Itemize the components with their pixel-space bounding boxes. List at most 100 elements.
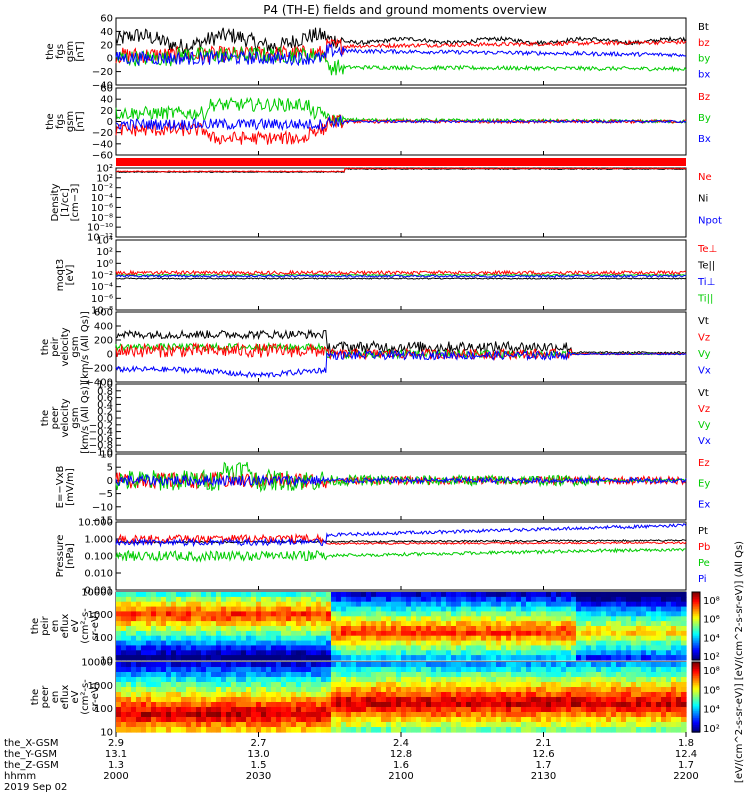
spectrogram-cell xyxy=(451,655,457,661)
spectrogram-cell xyxy=(306,707,312,713)
spectrogram-cell xyxy=(466,611,472,617)
spectrogram-cell xyxy=(526,697,532,703)
spectrogram-cell xyxy=(276,611,282,617)
spectrogram-cell xyxy=(386,662,392,668)
spectrogram-cell xyxy=(456,621,462,627)
spectrogram-cell xyxy=(191,682,197,688)
spectrogram-cell xyxy=(406,697,412,703)
spectrogram-cell xyxy=(671,626,677,632)
spectrogram-cell xyxy=(566,667,572,673)
spectrogram-cell xyxy=(271,601,277,608)
y-label-line: moqt3 xyxy=(55,259,66,292)
spectrogram-cell xyxy=(611,630,617,637)
spectrogram-cell xyxy=(406,626,412,632)
spectrogram-cell xyxy=(211,645,217,651)
spectrogram-cell xyxy=(441,655,447,661)
y-tick-label: 10 xyxy=(100,656,113,667)
spectrogram-cell xyxy=(181,592,187,598)
spectrogram-cell xyxy=(676,717,682,723)
spectrogram-cell xyxy=(221,687,227,693)
spectrogram-cell xyxy=(481,650,487,656)
spectrogram-cell xyxy=(261,635,267,642)
spectrogram-cell xyxy=(486,616,492,622)
spectrogram-cell xyxy=(671,650,677,656)
y-axis-label: thepeirvelocitygsm[km/s (All Qs)] xyxy=(40,311,91,383)
spectrogram-cell xyxy=(471,626,477,632)
spectrogram-cell xyxy=(176,601,182,608)
spectrogram-cell xyxy=(496,650,502,656)
spectrogram-cell xyxy=(326,662,332,668)
spectrogram-cell xyxy=(606,621,612,627)
spectrogram-cell xyxy=(496,601,502,608)
spectrogram-cell xyxy=(581,616,587,622)
spectrogram-cell xyxy=(351,727,357,733)
spectrogram-cell xyxy=(426,672,432,678)
spectrogram-cell xyxy=(481,626,487,632)
colorbar-cell xyxy=(692,667,700,670)
spectrogram-cell xyxy=(431,697,437,703)
spectrogram-cell xyxy=(476,707,482,713)
spectrogram-cell xyxy=(321,626,327,632)
spectrogram-cell xyxy=(586,645,592,651)
spectrogram-cell xyxy=(651,616,657,622)
spectrogram-cell xyxy=(666,717,672,723)
spectrogram-cell xyxy=(351,606,357,613)
spectrogram-cell xyxy=(626,635,632,642)
spectrogram-cell xyxy=(206,697,212,703)
spectrogram-cell xyxy=(156,611,162,617)
colorbar-cell xyxy=(692,610,700,613)
spectrogram-cell xyxy=(281,677,287,683)
spectrogram-cell xyxy=(626,717,632,723)
spectrogram-cell xyxy=(506,727,512,733)
y-label-line: [nPa] xyxy=(65,543,76,569)
spectrogram-cell xyxy=(471,707,477,713)
spectrogram-cell xyxy=(276,677,282,683)
spectrogram-cell xyxy=(136,616,142,622)
spectrogram-cell xyxy=(591,702,597,708)
spectrogram-cell xyxy=(586,655,592,661)
spectrogram-cell xyxy=(146,702,152,708)
spectrogram-cell xyxy=(151,626,157,632)
spectrogram-cell xyxy=(486,655,492,661)
spectrogram-cell xyxy=(401,717,407,723)
spectrogram-cell xyxy=(276,662,282,668)
spectrogram-cell xyxy=(606,717,612,723)
spectrogram-cell xyxy=(346,717,352,723)
spectrogram-cell xyxy=(561,626,567,632)
spectrogram-cell xyxy=(311,692,317,698)
spectrogram-cell xyxy=(246,662,252,668)
spectrogram-cell xyxy=(216,640,222,647)
spectrogram-cell xyxy=(576,592,582,598)
spectrogram-cell xyxy=(171,596,177,603)
spectrogram-cell xyxy=(176,616,182,622)
colorbar-cell xyxy=(692,634,700,637)
spectrogram-cell xyxy=(531,702,537,708)
spectrogram-cell xyxy=(331,702,337,708)
spectrogram-cell xyxy=(671,592,677,598)
spectrogram-cell xyxy=(171,650,177,656)
spectrogram-cell xyxy=(576,662,582,668)
spectrogram-cell xyxy=(421,626,427,632)
spectrogram-cell xyxy=(646,630,652,637)
spectrogram-cell xyxy=(456,687,462,693)
spectrogram-cell xyxy=(486,630,492,637)
spectrogram-cell xyxy=(356,601,362,608)
spectrogram-cell xyxy=(581,707,587,713)
spectrogram-cell xyxy=(456,682,462,688)
spectrogram-cell xyxy=(401,621,407,627)
spectrogram-cell xyxy=(291,601,297,608)
spectrogram-cell xyxy=(396,611,402,617)
spectrogram-cell xyxy=(571,722,577,728)
spectrogram-cell xyxy=(476,650,482,656)
colorbar-tick-label: 10⁶ xyxy=(703,615,720,626)
spectrogram-cell xyxy=(511,687,517,693)
spectrogram-cell xyxy=(341,687,347,693)
spectrogram-cell xyxy=(231,640,237,647)
spectrogram-cell xyxy=(341,621,347,627)
spectrogram-cell xyxy=(241,635,247,642)
spectrogram-cell xyxy=(676,682,682,688)
spectrogram-cell xyxy=(321,621,327,627)
spectrogram-cell xyxy=(121,697,127,703)
figure-title: P4 (TH-E) fields and ground moments over… xyxy=(263,3,547,17)
spectrogram-cell xyxy=(521,630,527,637)
